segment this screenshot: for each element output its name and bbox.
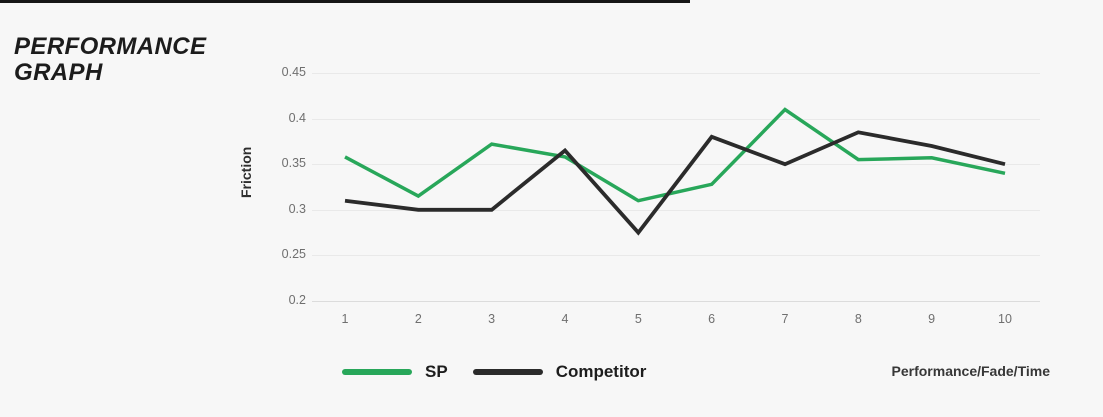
- x-tick-6: 6: [708, 312, 716, 326]
- x-tick-3: 3: [488, 312, 496, 326]
- series-line-competitor: [344, 130, 1006, 236]
- y-tick-0.4: 0.4: [288, 110, 306, 125]
- series-line-sp: [344, 107, 1006, 203]
- x-tick-8: 8: [854, 312, 862, 326]
- legend-item-sp[interactable]: SP: [342, 362, 448, 382]
- y-axis-label: Friction: [238, 146, 254, 198]
- x-tick-7: 7: [781, 312, 789, 326]
- legend-label-sp: SP: [425, 362, 448, 381]
- x-tick-1: 1: [341, 312, 349, 326]
- page-title: PERFORMANCE GRAPH: [14, 34, 206, 86]
- gridline-0.35: [312, 164, 1040, 166]
- x-tick-4: 4: [561, 312, 569, 326]
- x-tick-9: 9: [928, 312, 936, 326]
- gridline-0.25: [312, 255, 1040, 257]
- top-accent-bar: [0, 0, 690, 3]
- page-title-line1: PERFORMANCE: [14, 33, 207, 60]
- legend-swatch-competitor: [472, 369, 543, 375]
- gridline-0.45: [312, 73, 1040, 74]
- x-tick-5: 5: [634, 312, 642, 326]
- y-tick-0.45: 0.45: [281, 65, 306, 79]
- gridline-0.2: [312, 301, 1040, 302]
- y-tick-0.25: 0.25: [281, 247, 306, 262]
- x-axis-caption: Performance/Fade/Time: [891, 363, 1050, 379]
- legend-swatch-sp: [342, 369, 412, 375]
- gridline-0.3: [312, 209, 1040, 211]
- y-tick-0.2: 0.2: [288, 293, 306, 307]
- legend-item-competitor[interactable]: Competitor: [472, 362, 647, 382]
- legend-label-competitor: Competitor: [555, 362, 647, 381]
- x-tick-2: 2: [414, 312, 422, 326]
- x-tick-10: 10: [998, 312, 1012, 326]
- line-chart-plot: [344, 107, 1006, 236]
- y-tick-0.35: 0.35: [281, 156, 306, 171]
- y-tick-0.3: 0.3: [288, 201, 306, 216]
- page-title-line2: GRAPH: [14, 59, 103, 86]
- gridline-0.4: [312, 118, 1040, 120]
- chart-legend: SP Competitor: [342, 362, 646, 382]
- chart-gridlines: [312, 73, 1040, 302]
